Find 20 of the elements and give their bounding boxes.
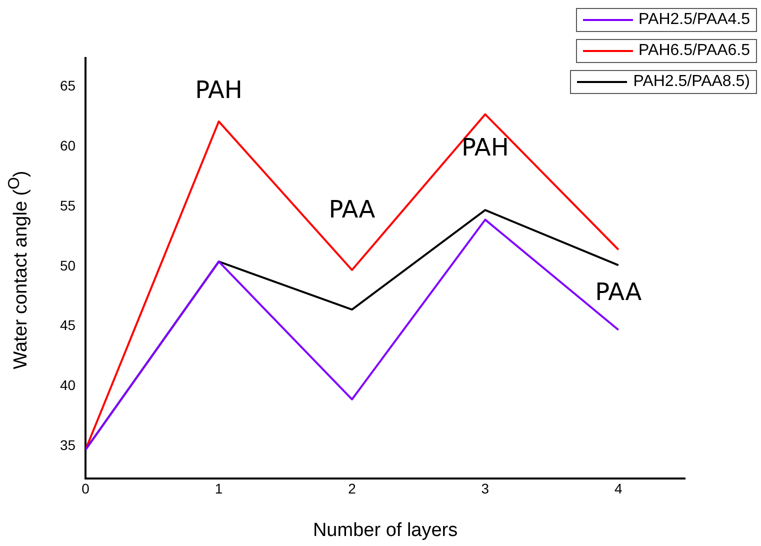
y-tick-label: 60 [60, 137, 76, 154]
x-tick-label: 1 [214, 480, 223, 497]
annotation: PAH [195, 76, 242, 104]
y-tick-label: 35 [60, 436, 76, 453]
y-tick-label: 50 [60, 257, 76, 274]
annotation: PAA [328, 196, 376, 224]
y-tick-label: 45 [60, 317, 76, 334]
x-tick-label: 3 [481, 480, 490, 497]
x-tick-label: 0 [82, 480, 90, 497]
y-tick-label: 65 [60, 78, 76, 94]
x-tick-label: 2 [348, 480, 356, 497]
annotation: PAH [461, 133, 509, 162]
legend-label: PAH2.5/PAA4.5 [638, 11, 750, 29]
annotation: PAA [595, 278, 642, 306]
y-tick-label: 40 [60, 377, 76, 394]
x-axis-title: Number of layers [312, 520, 458, 541]
legend-label: PAH6.5/PAA6.5 [638, 42, 750, 60]
legend-label: PAH2.5/PAA8.5) [633, 73, 750, 91]
x-tick-label: 4 [614, 480, 622, 497]
y-tick-label: 55 [60, 197, 76, 214]
